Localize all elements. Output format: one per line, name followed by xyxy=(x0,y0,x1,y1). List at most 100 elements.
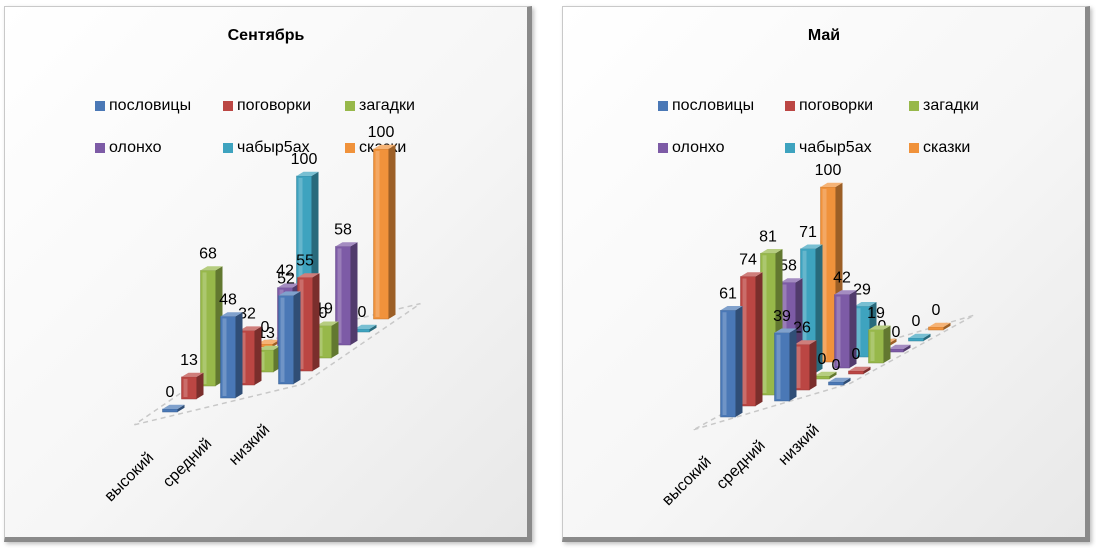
bar-side xyxy=(849,290,857,368)
bar-пословицы xyxy=(278,291,301,385)
bar-side xyxy=(923,333,931,341)
legend-swatch xyxy=(785,143,795,153)
bar-олонхо xyxy=(888,344,911,353)
data-label: 100 xyxy=(815,162,842,179)
plot-area: высокийсреднийнизкий00100010000425868131… xyxy=(102,124,421,505)
bar-сказки xyxy=(928,322,951,331)
bar-top xyxy=(297,273,320,278)
legend-item: загадки xyxy=(909,97,979,115)
data-label: 74 xyxy=(739,252,757,269)
legend-label: сказки xyxy=(923,139,971,156)
legend-swatch xyxy=(658,143,668,153)
bar-side xyxy=(883,325,891,363)
chart-panel-september: Сентябрь пословицы поговорки загадки оло… xyxy=(4,6,532,542)
bar-highlight xyxy=(742,278,747,404)
bar-side xyxy=(254,326,262,385)
bar-highlight xyxy=(762,255,767,393)
bar-top xyxy=(740,272,763,277)
legend-item: сказки xyxy=(909,139,970,157)
bar-загадки xyxy=(258,345,281,373)
bar-highlight xyxy=(299,279,304,369)
bar-top xyxy=(780,278,803,283)
legend-item: чабыр5ах xyxy=(223,139,310,157)
legend-swatch xyxy=(909,101,919,111)
bar-загадки xyxy=(868,325,891,364)
bar-highlight xyxy=(796,346,801,388)
category-label: высокий xyxy=(102,449,158,505)
legend-swatch xyxy=(95,101,105,111)
bar-side xyxy=(889,338,897,346)
bar-side xyxy=(388,144,396,319)
legend-label: олонхо xyxy=(672,139,725,156)
data-label: 26 xyxy=(793,320,811,337)
bar-side xyxy=(177,404,185,412)
bar-highlight xyxy=(260,351,265,370)
data-label: 32 xyxy=(238,306,256,323)
bar-top xyxy=(316,321,339,326)
chart-title: Сентябрь xyxy=(227,27,305,44)
bar-top xyxy=(278,291,301,296)
data-label: 61 xyxy=(719,285,737,302)
bar-highlight xyxy=(222,318,227,396)
data-label: 58 xyxy=(334,221,352,238)
legend-swatch xyxy=(223,143,233,153)
legend-swatch xyxy=(223,101,233,111)
legend-item: пословицы xyxy=(95,97,191,115)
bar-пословицы xyxy=(162,404,185,413)
bar-highlight xyxy=(241,332,246,383)
floor-plane xyxy=(133,302,421,426)
bar-пословицы xyxy=(220,312,243,399)
bar-top xyxy=(834,290,857,295)
plot-area: высокийсреднийнизкий10000712905842081019… xyxy=(659,162,975,509)
data-label: 42 xyxy=(276,263,294,280)
bar-top xyxy=(760,249,783,254)
bar-side xyxy=(350,242,358,345)
bar-front xyxy=(828,381,844,386)
bar-загадки xyxy=(814,371,837,380)
bar-highlight xyxy=(375,151,380,317)
category-label: низкий xyxy=(775,421,822,468)
bar-top xyxy=(373,144,396,149)
category-label: высокий xyxy=(659,453,715,509)
legend-swatch xyxy=(95,143,105,153)
bar-top xyxy=(888,344,911,349)
data-label: 0 xyxy=(852,346,861,363)
bar-поговорки xyxy=(181,372,204,400)
bar-side xyxy=(331,321,339,358)
bar-top xyxy=(928,322,951,327)
data-label: 0 xyxy=(319,305,328,322)
data-label: 0 xyxy=(358,304,367,321)
bar-highlight xyxy=(776,334,781,399)
bar-highlight xyxy=(870,331,875,361)
legend-item: олонхо xyxy=(95,139,162,157)
data-label: 58 xyxy=(779,258,797,275)
bar-top xyxy=(854,302,877,307)
data-label: 19 xyxy=(867,305,885,322)
bar-highlight xyxy=(318,327,323,356)
bar-загадки xyxy=(200,266,223,387)
bar-top xyxy=(820,182,843,187)
bar-highlight xyxy=(722,312,727,415)
bar-top xyxy=(181,372,204,377)
bar-top xyxy=(908,333,931,338)
data-label: 71 xyxy=(799,224,817,241)
legend-label: олонхо xyxy=(109,139,162,156)
bar-top xyxy=(774,328,797,333)
bar-side xyxy=(235,312,243,398)
bar-top xyxy=(220,312,243,317)
bar-top xyxy=(162,404,185,409)
legend-item: загадки xyxy=(345,97,415,115)
legend-swatch xyxy=(785,101,795,111)
bar-front xyxy=(908,337,924,342)
bar-пословицы xyxy=(720,306,743,418)
bar-front xyxy=(814,375,830,380)
bar-чабыр5ах xyxy=(908,333,931,342)
bar-highlight xyxy=(337,248,342,343)
bar-highlight xyxy=(202,272,207,384)
data-label: 55 xyxy=(296,253,314,270)
legend-item: поговорки xyxy=(785,97,873,115)
bar-side xyxy=(943,322,951,330)
bar-side xyxy=(735,306,743,417)
legend-label: загадки xyxy=(359,97,415,114)
data-label: 19 xyxy=(315,301,333,318)
